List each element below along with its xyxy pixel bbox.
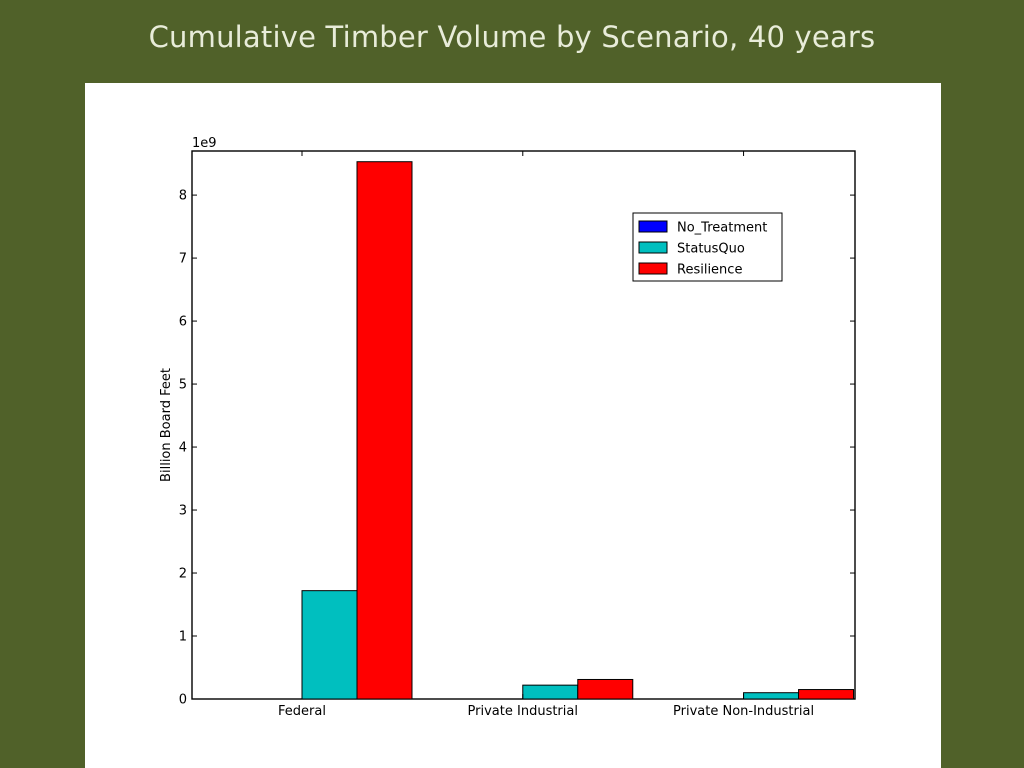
legend-swatch <box>638 262 668 275</box>
legend-swatch <box>638 241 668 254</box>
y-tick-label: 8 <box>179 189 187 204</box>
bar-statusquo-1 <box>522 684 579 700</box>
bar-resilience-0 <box>356 161 413 700</box>
y-multiplier-label: 1e9 <box>192 136 217 151</box>
x-tick-label: Private Industrial <box>468 704 578 719</box>
y-tick-label: 3 <box>179 504 187 519</box>
legend-swatch <box>638 220 668 233</box>
legend-label: StatusQuo <box>677 242 745 257</box>
legend-label: Resilience <box>677 263 742 278</box>
x-tick-label: Private Non-Industrial <box>673 704 814 719</box>
legend-label: No_Treatment <box>677 221 767 236</box>
bar-statusquo-0 <box>301 590 358 700</box>
chart-figure: 0 1 2 3 4 5 6 7 8 1e9 Billion Board Feet Federal Pri… <box>85 83 941 768</box>
y-tick-label: 7 <box>179 252 187 267</box>
y-axis-label: Billion Board Feet <box>159 368 174 482</box>
bar-resilience-1 <box>577 678 634 700</box>
y-tick-label: 2 <box>179 567 187 582</box>
y-tick-label: 6 <box>179 315 187 330</box>
y-tick-label: 4 <box>179 441 187 456</box>
x-tick-label: Federal <box>278 704 326 719</box>
bar-statusquo-2 <box>743 692 800 700</box>
bar-resilience-2 <box>798 689 855 700</box>
slide-title: Cumulative Timber Volume by Scenario, 40… <box>148 20 876 54</box>
y-tick-label: 5 <box>179 378 187 393</box>
y-tick-label: 0 <box>179 693 187 708</box>
bar-chart: 0 1 2 3 4 5 6 7 8 1e9 Billion Board Feet Federal Pri… <box>159 136 856 719</box>
y-tick-label: 1 <box>179 630 187 645</box>
